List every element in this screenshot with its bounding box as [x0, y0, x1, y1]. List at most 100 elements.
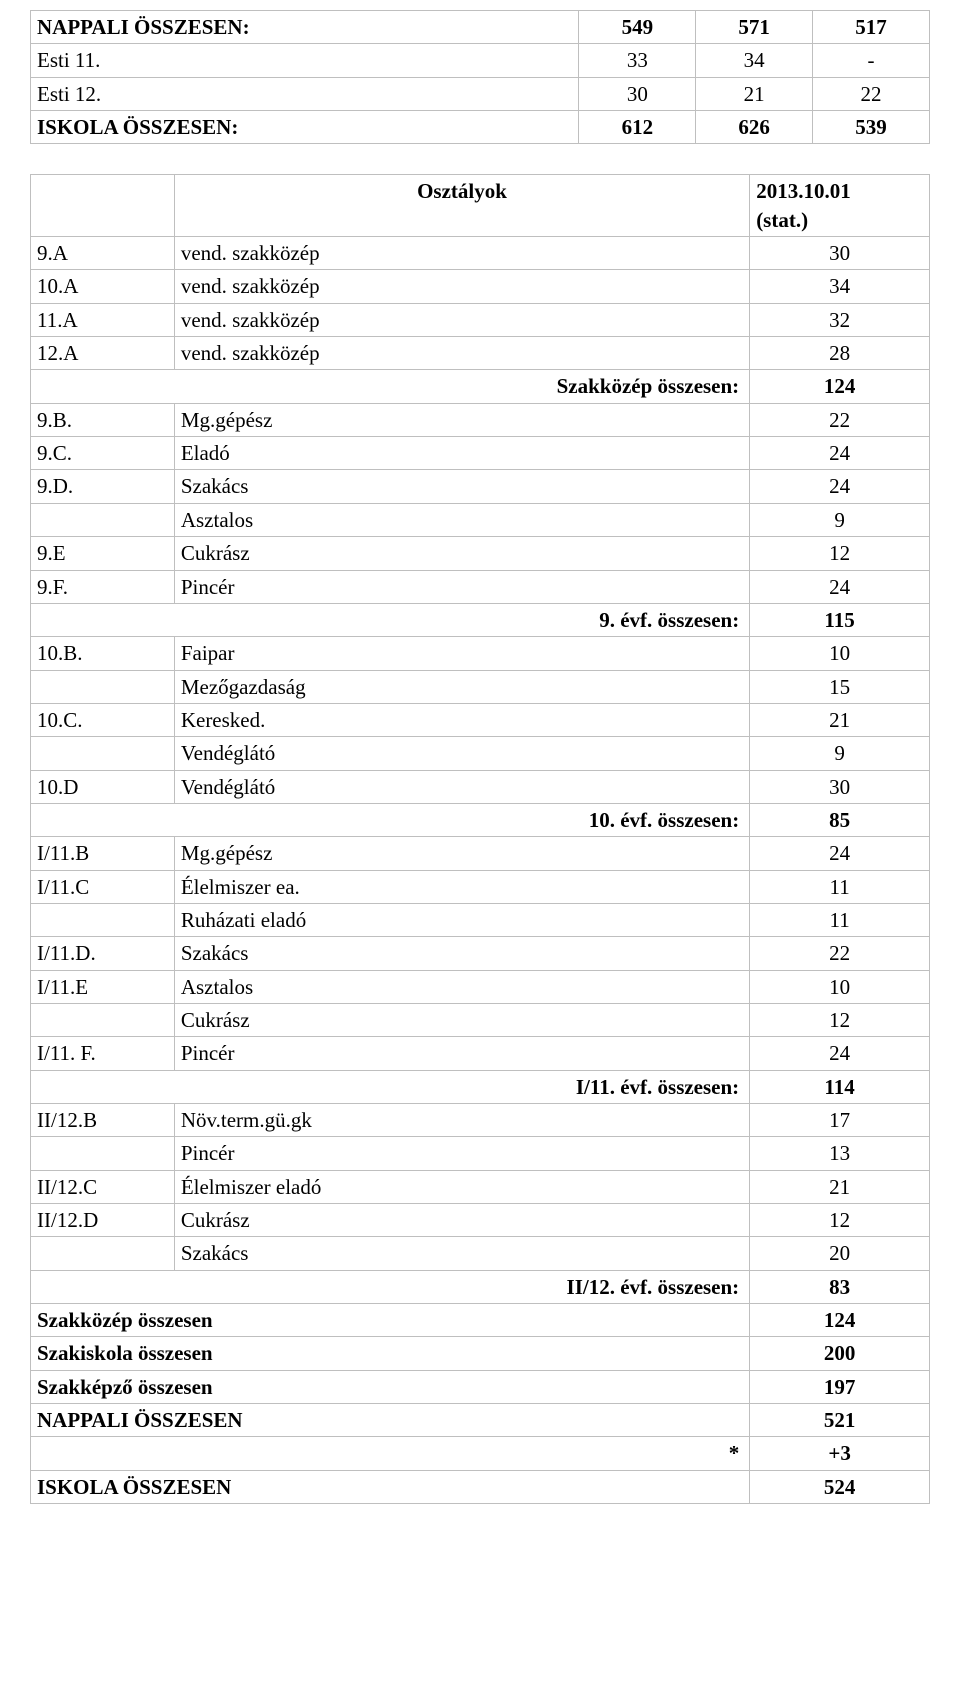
table-row: II/12.DCukrász12 — [31, 1204, 930, 1237]
table-row: Mezőgazdaság15 — [31, 670, 930, 703]
table-row: Szakács20 — [31, 1237, 930, 1270]
row-label: Pincér — [174, 1137, 749, 1170]
row-value: 549 — [579, 11, 696, 44]
row-code: 10.B. — [31, 637, 175, 670]
table-row: I/11.BMg.gépész24 — [31, 837, 930, 870]
row-value: 21 — [750, 703, 930, 736]
row-summary-label: I/11. évf. összesen: — [31, 1070, 750, 1103]
row-code: I/11.D. — [31, 937, 175, 970]
row-value: 12 — [750, 537, 930, 570]
table-row: ISKOLA ÖSSZESEN524 — [31, 1470, 930, 1503]
summary-table: NAPPALI ÖSSZESEN:549571517Esti 11.3334-E… — [30, 10, 930, 144]
table-row: Esti 11.3334- — [31, 44, 930, 77]
table-row: 9.ECukrász12 — [31, 537, 930, 570]
row-label: Növ.term.gü.gk — [174, 1104, 749, 1137]
row-code — [31, 1003, 175, 1036]
row-label: Asztalos — [174, 970, 749, 1003]
row-code: 9.A — [31, 237, 175, 270]
table-row: 10.C.Keresked.21 — [31, 703, 930, 736]
row-value: 30 — [750, 770, 930, 803]
table-row: Szakközép összesen124 — [31, 1304, 930, 1337]
classes-table: Osztályok2013.10.01 (stat.)9.Avend. szak… — [30, 174, 930, 1504]
row-label: Szakközép összesen — [31, 1304, 750, 1337]
row-value: 539 — [813, 111, 930, 144]
row-value: 33 — [579, 44, 696, 77]
row-value: 22 — [813, 77, 930, 110]
row-value: 24 — [750, 1037, 930, 1070]
table-row: Esti 12.302122 — [31, 77, 930, 110]
row-value: 32 — [750, 303, 930, 336]
row-summary-label: Szakközép összesen: — [31, 370, 750, 403]
table-row: Ruházati eladó11 — [31, 903, 930, 936]
row-value: 21 — [696, 77, 813, 110]
row-code: 9.B. — [31, 403, 175, 436]
row-value: 10 — [750, 637, 930, 670]
row-value: 115 — [750, 603, 930, 636]
row-code: 10.C. — [31, 703, 175, 736]
row-value: 24 — [750, 437, 930, 470]
row-code: 9.D. — [31, 470, 175, 503]
row-value: 24 — [750, 570, 930, 603]
row-code: 10.D — [31, 770, 175, 803]
row-value: 612 — [579, 111, 696, 144]
row-value: 85 — [750, 803, 930, 836]
row-value: 524 — [750, 1470, 930, 1503]
row-label: Cukrász — [174, 1204, 749, 1237]
row-label: Eladó — [174, 437, 749, 470]
row-code: 10.A — [31, 270, 175, 303]
row-label: Szakács — [174, 470, 749, 503]
row-code: I/11.B — [31, 837, 175, 870]
row-code: I/11.E — [31, 970, 175, 1003]
row-code: 12.A — [31, 337, 175, 370]
table-row: Vendéglátó9 — [31, 737, 930, 770]
row-code — [31, 503, 175, 536]
table-row: Asztalos9 — [31, 503, 930, 536]
table-row: II/12.CÉlelmiszer eladó21 — [31, 1170, 930, 1203]
row-label: Keresked. — [174, 703, 749, 736]
table-row: ISKOLA ÖSSZESEN:612626539 — [31, 111, 930, 144]
row-code: II/12.D — [31, 1204, 175, 1237]
row-code — [31, 1237, 175, 1270]
table-row: 10. évf. összesen:85 — [31, 803, 930, 836]
row-label: Vendéglátó — [174, 770, 749, 803]
row-value: 13 — [750, 1137, 930, 1170]
row-label: Élelmiszer eladó — [174, 1170, 749, 1203]
table-header-row: Osztályok2013.10.01 (stat.) — [31, 175, 930, 237]
row-label: Vendéglátó — [174, 737, 749, 770]
table-row: Pincér13 — [31, 1137, 930, 1170]
row-value: 34 — [696, 44, 813, 77]
table-row: I/11. évf. összesen:114 — [31, 1070, 930, 1103]
row-label: Mg.gépész — [174, 837, 749, 870]
row-value: +3 — [750, 1437, 930, 1470]
row-value: 521 — [750, 1404, 930, 1437]
row-value: 11 — [750, 870, 930, 903]
table-row: 10.DVendéglátó30 — [31, 770, 930, 803]
table-row: 10.Avend. szakközép34 — [31, 270, 930, 303]
table-row: Szakiskola összesen200 — [31, 1337, 930, 1370]
row-value: 12 — [750, 1204, 930, 1237]
row-value: 517 — [813, 11, 930, 44]
table-row: 10.B.Faipar10 — [31, 637, 930, 670]
row-label: Cukrász — [174, 1003, 749, 1036]
table-row: I/11.CÉlelmiszer ea.11 — [31, 870, 930, 903]
table-row: 9. évf. összesen:115 — [31, 603, 930, 636]
row-value: 124 — [750, 370, 930, 403]
row-code — [31, 670, 175, 703]
row-label: Szakképző összesen — [31, 1370, 750, 1403]
table-row: I/11.EAsztalos10 — [31, 970, 930, 1003]
row-value: 12 — [750, 1003, 930, 1036]
row-code — [31, 903, 175, 936]
table-row: II/12.BNöv.term.gü.gk17 — [31, 1104, 930, 1137]
header-cell: 2013.10.01 (stat.) — [750, 175, 930, 237]
row-label: Mezőgazdaság — [174, 670, 749, 703]
row-label: Cukrász — [174, 537, 749, 570]
row-value: 28 — [750, 337, 930, 370]
table-row: 9.Avend. szakközép30 — [31, 237, 930, 270]
row-label: Esti 12. — [31, 77, 579, 110]
row-label: Pincér — [174, 570, 749, 603]
row-summary-label: 9. évf. összesen: — [31, 603, 750, 636]
row-label: vend. szakközép — [174, 303, 749, 336]
row-label: Szakács — [174, 937, 749, 970]
row-value: 30 — [579, 77, 696, 110]
row-label: Ruházati eladó — [174, 903, 749, 936]
